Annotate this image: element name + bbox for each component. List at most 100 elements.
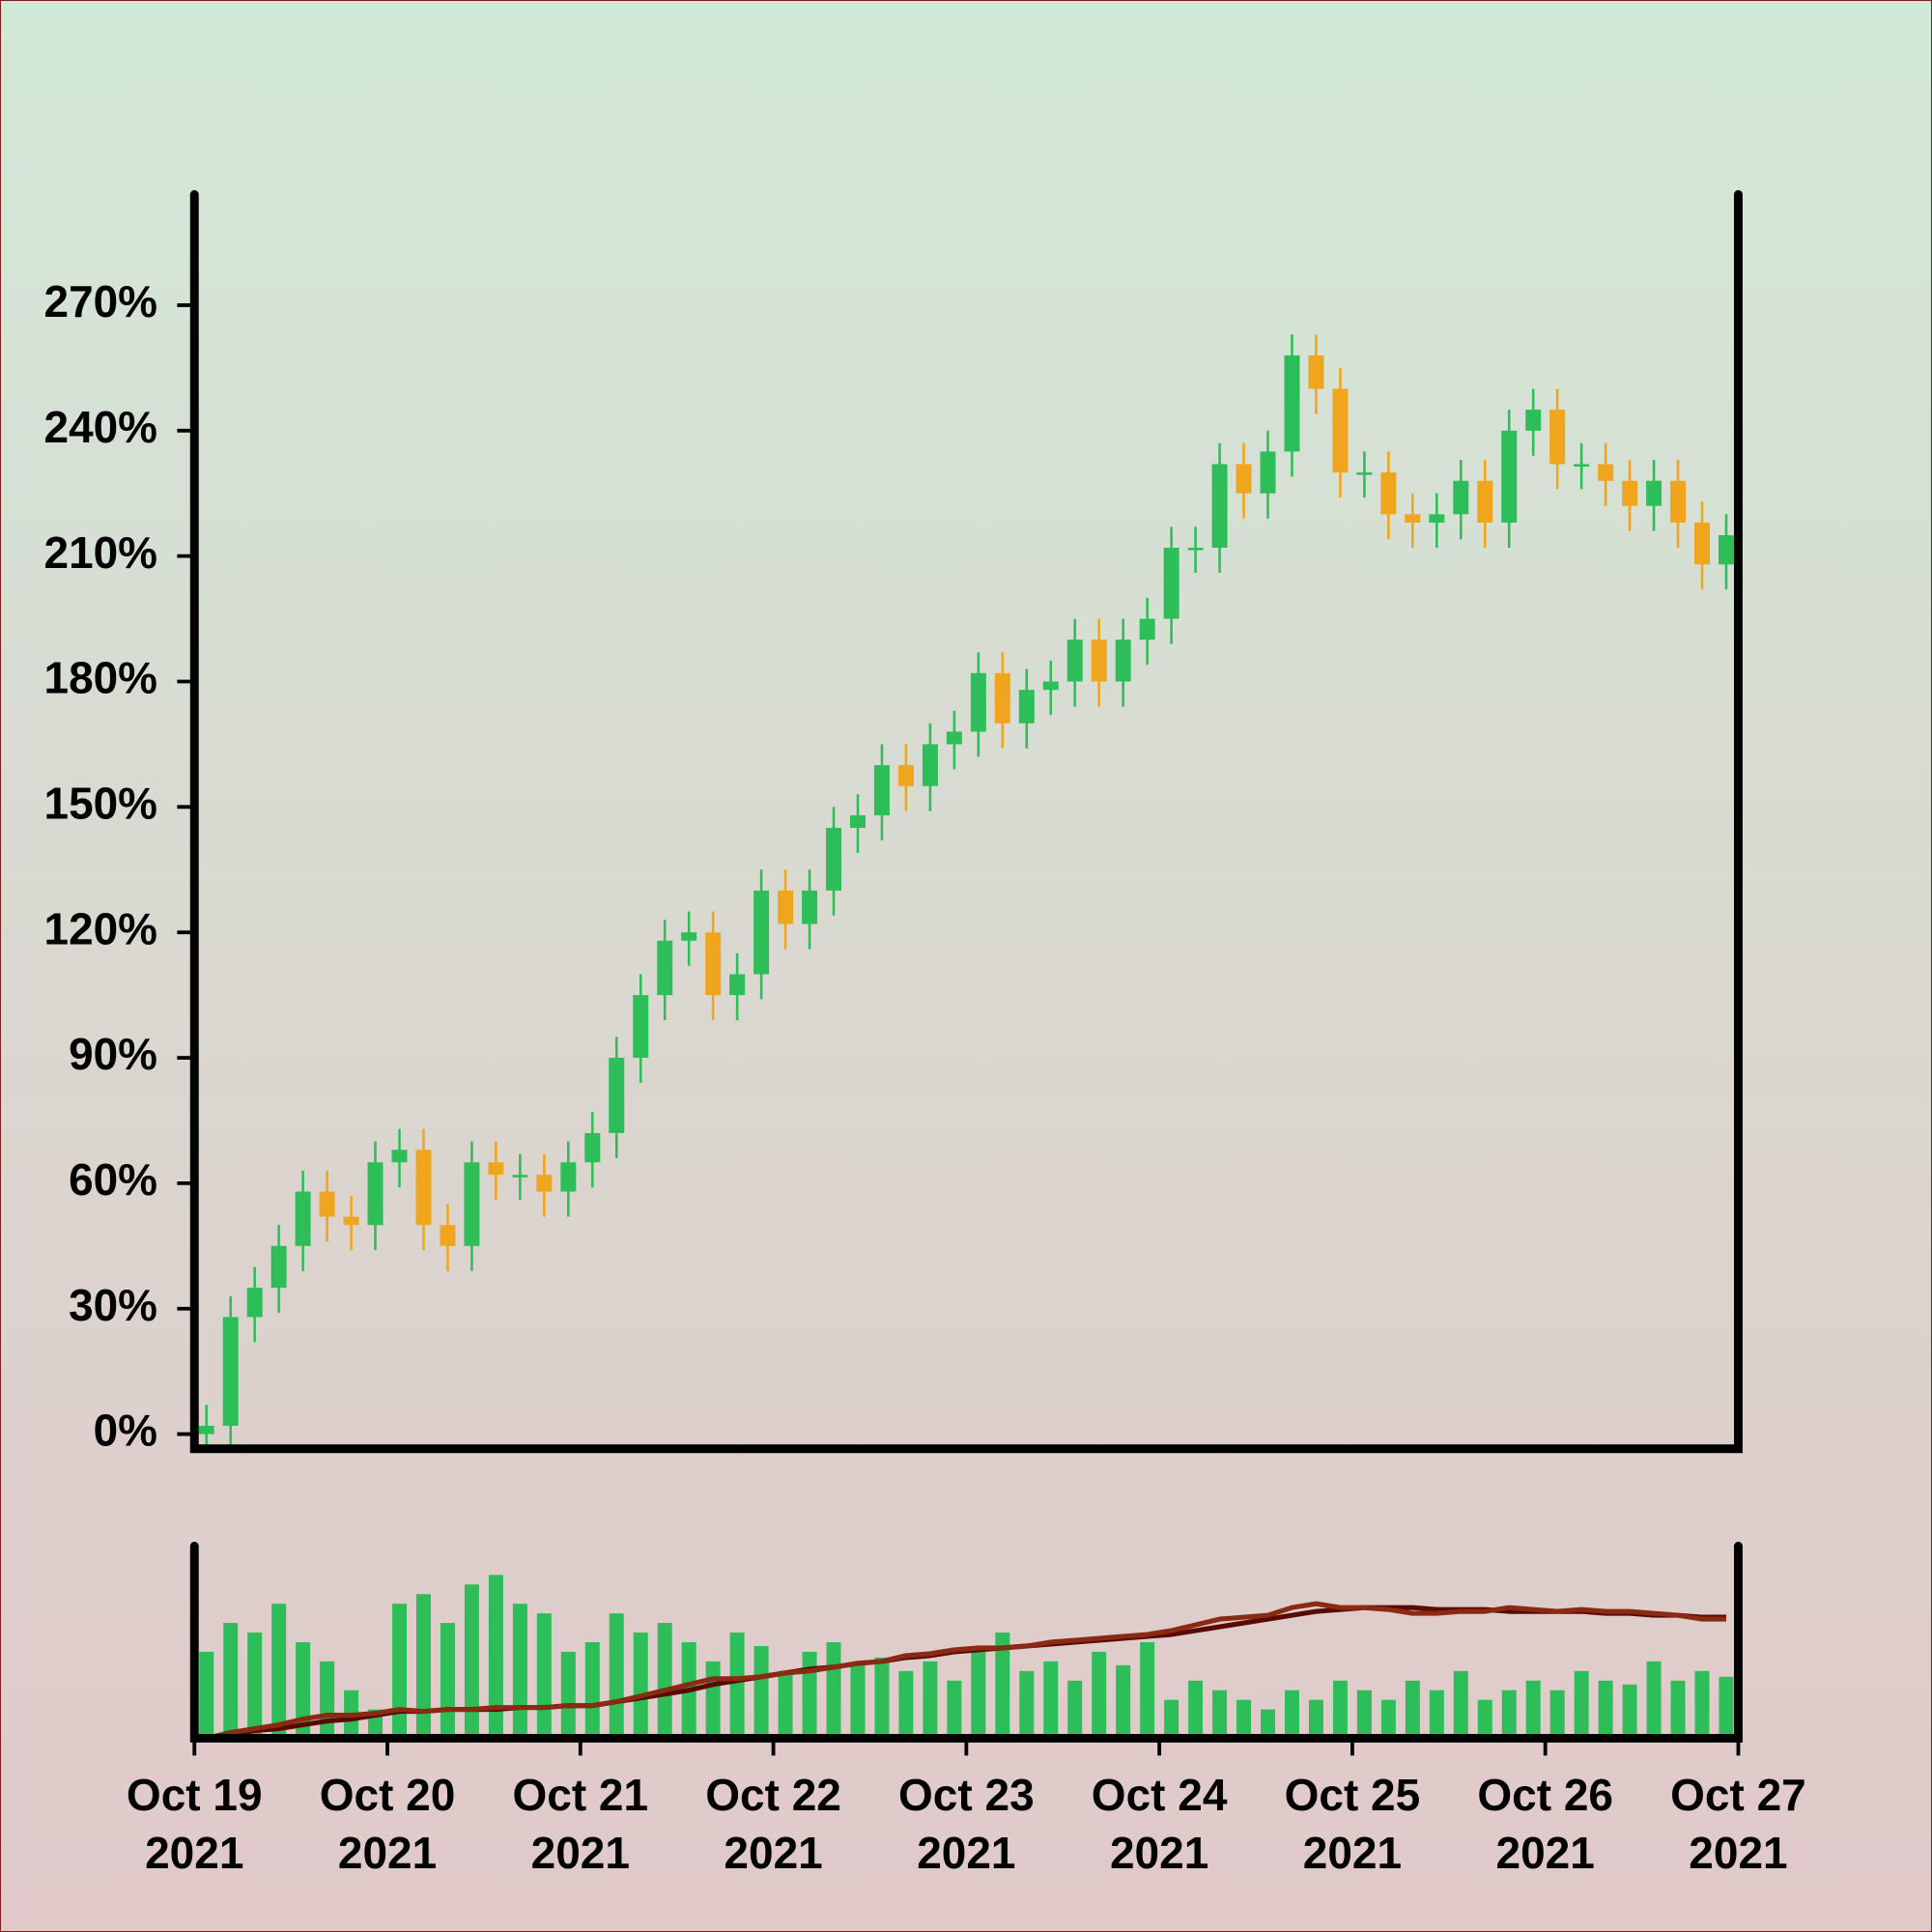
volume-bar — [464, 1584, 479, 1739]
candle-body — [246, 1288, 263, 1318]
candle-body — [1187, 547, 1204, 551]
candle-body — [1670, 480, 1687, 524]
volume-bar — [753, 1645, 769, 1739]
candle-body — [295, 1191, 311, 1246]
candle-body — [922, 744, 938, 786]
x-tick-label: Oct 21 2021 — [512, 1769, 649, 1878]
candle-body — [753, 890, 770, 975]
x-tick-label: Oct 23 2021 — [898, 1769, 1035, 1878]
candle-body — [367, 1162, 384, 1226]
volume-bar — [1140, 1641, 1155, 1739]
volume-bar — [1525, 1680, 1541, 1739]
candle-body — [778, 890, 794, 924]
candle-body — [536, 1175, 553, 1192]
volume-bar — [1284, 1690, 1299, 1739]
candle-body — [705, 932, 722, 996]
volume-bar — [1188, 1680, 1204, 1739]
candle-body — [1501, 430, 1518, 524]
volume-bar — [1019, 1670, 1035, 1739]
x-tick-label: Oct 19 2021 — [126, 1769, 263, 1878]
volume-bar — [1477, 1699, 1492, 1739]
volume-bar — [1670, 1680, 1686, 1739]
candle-body — [826, 827, 842, 891]
volume-bar — [1501, 1690, 1517, 1739]
candle-body — [512, 1175, 528, 1178]
candle-body — [1284, 355, 1300, 452]
candle-body — [391, 1150, 408, 1163]
volume-bar — [392, 1604, 408, 1739]
volume-bar — [512, 1604, 527, 1739]
volume-bar — [1380, 1699, 1396, 1739]
volume-bar — [874, 1657, 890, 1739]
volume-bar — [609, 1613, 624, 1739]
candle-body — [1525, 410, 1542, 431]
candle-body — [1091, 639, 1107, 682]
candle-body — [198, 1425, 214, 1435]
candle-body — [1163, 547, 1179, 619]
volume-bar — [415, 1594, 431, 1739]
candle-body — [1622, 480, 1638, 506]
candle-body — [1018, 690, 1035, 724]
volume-bar — [1646, 1661, 1662, 1739]
x-tick-label: Oct 20 2021 — [319, 1769, 456, 1878]
candle-body — [970, 672, 986, 732]
candle-body — [488, 1162, 504, 1176]
volume-bar — [1236, 1699, 1252, 1739]
candle-body — [1115, 639, 1131, 682]
candle-body — [584, 1132, 601, 1163]
volume-bar — [995, 1633, 1010, 1739]
candle-body — [1332, 388, 1349, 473]
volume-bar — [584, 1641, 600, 1739]
volume-bar — [898, 1670, 914, 1739]
volume-bar — [826, 1641, 841, 1739]
volume-bar — [223, 1623, 239, 1739]
candle-body — [222, 1317, 239, 1426]
candle-body — [633, 995, 649, 1059]
y-tick-label: 120% — [44, 903, 157, 953]
volume-bar — [1694, 1670, 1710, 1739]
y-tick-label: 180% — [44, 653, 157, 703]
volume-bar — [1067, 1680, 1083, 1739]
volume-bar — [802, 1651, 817, 1739]
candle-body — [1236, 464, 1252, 494]
candle-body — [1574, 464, 1590, 467]
volume-bar — [1405, 1680, 1420, 1739]
x-tick-label: Oct 22 2021 — [705, 1769, 841, 1878]
volume-bar — [850, 1664, 866, 1739]
volume-bar — [923, 1661, 938, 1739]
volume-bar — [1622, 1684, 1637, 1739]
volume-bar — [560, 1651, 576, 1739]
frame — [189, 189, 1743, 1743]
candle-body — [1405, 514, 1421, 524]
candle-body — [802, 890, 818, 924]
volume-bar — [247, 1633, 263, 1739]
volume-bar — [1719, 1676, 1734, 1739]
candle-body — [1453, 480, 1469, 515]
y-tick-label: 240% — [44, 402, 157, 452]
candle-body — [560, 1162, 577, 1192]
price-frame — [189, 189, 1743, 1454]
volume-bar — [199, 1651, 214, 1739]
candle-body — [729, 974, 746, 996]
candle-body — [440, 1225, 456, 1246]
candle-body — [343, 1216, 359, 1226]
volume-bar — [729, 1633, 745, 1739]
candle-body — [946, 731, 962, 745]
volume-bar — [657, 1623, 672, 1739]
volume-bar — [1164, 1699, 1179, 1739]
volume-bar — [1261, 1709, 1276, 1739]
candle-body — [1694, 523, 1711, 565]
candle-body — [1718, 535, 1734, 565]
volume-bar — [1453, 1670, 1468, 1739]
volume-bar — [440, 1623, 455, 1739]
volume-bar — [1356, 1690, 1372, 1739]
candle-body — [1139, 618, 1155, 640]
volume-average-line — [206, 1605, 1726, 1741]
volume-bar — [271, 1604, 287, 1739]
candle-body — [1429, 514, 1445, 524]
volume-bar — [947, 1680, 962, 1739]
candle-body — [1066, 639, 1083, 682]
candle-body — [1598, 464, 1614, 481]
